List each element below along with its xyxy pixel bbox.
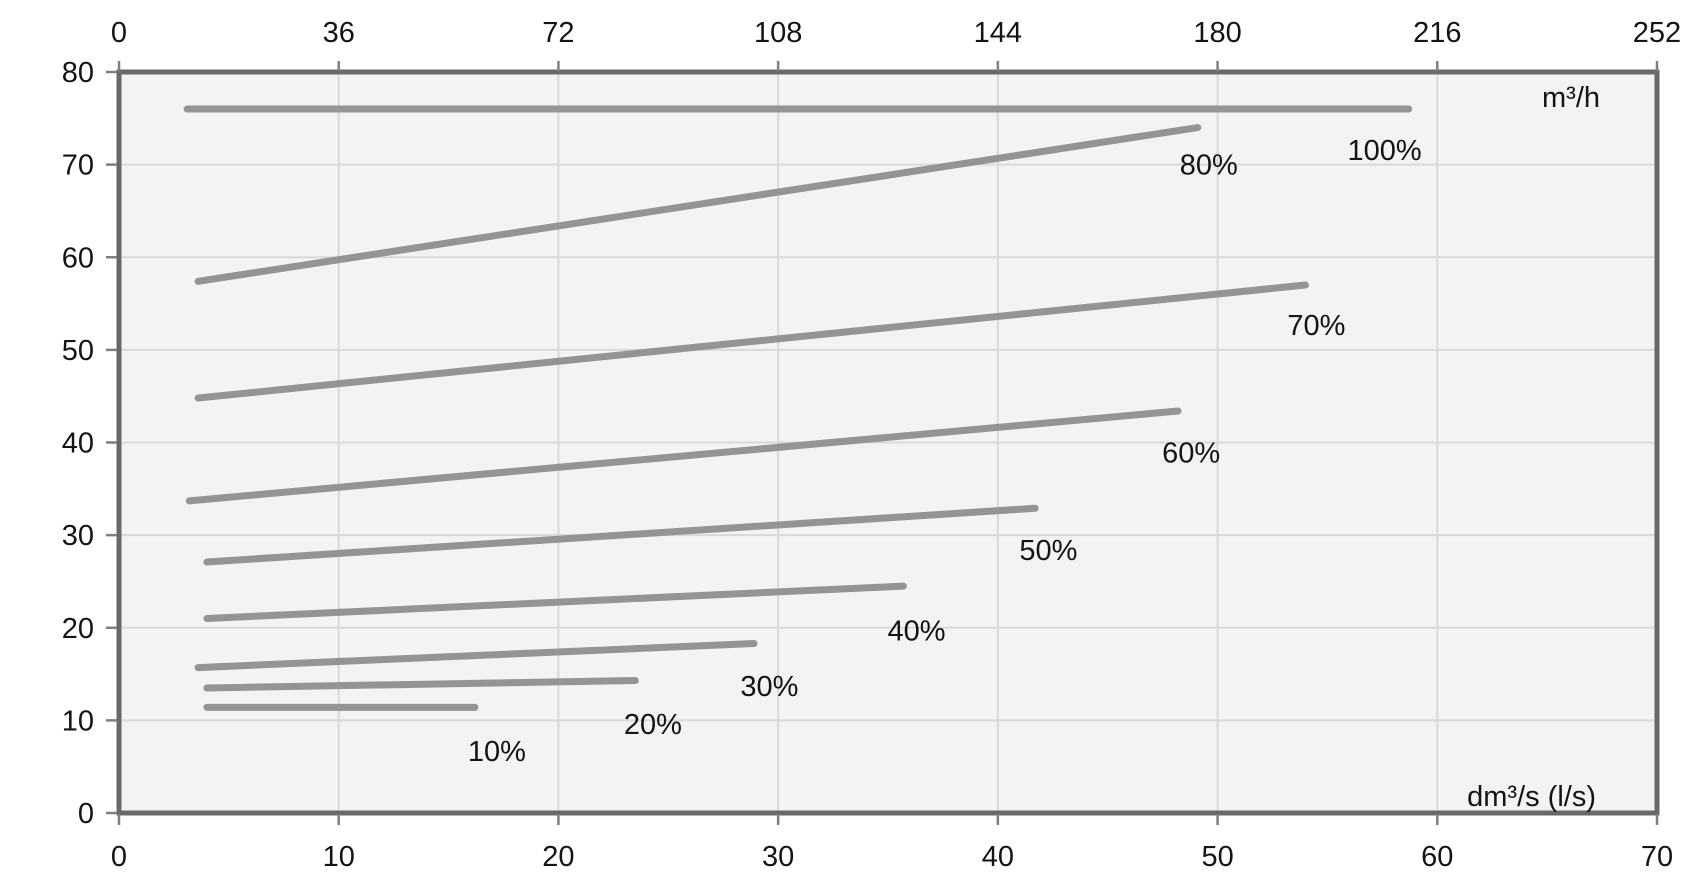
series-line-40pct [203, 582, 907, 622]
left-axis-tick-label-0: 0 [78, 798, 94, 830]
top-axis-tick-label-144: 144 [974, 17, 1022, 49]
top-axis-tick-label-108: 108 [754, 17, 802, 49]
top-axis-unit-label: m³/h [1542, 82, 1600, 114]
bottom-axis-tick-label-10: 10 [323, 841, 355, 873]
left-axis-tick-label-40: 40 [62, 428, 94, 460]
series-label-20pct: 20% [624, 709, 682, 741]
top-axis-tick-label-0: 0 [111, 17, 127, 49]
bottom-axis-tick-label-70: 70 [1641, 841, 1673, 873]
left-axis-tick-label-50: 50 [62, 335, 94, 367]
plot-border [116, 69, 1660, 816]
series-label-30pct: 30% [740, 671, 798, 703]
left-axis-tick-label-60: 60 [62, 242, 94, 274]
top-axis-tick-label-36: 36 [323, 17, 355, 49]
series-label-60pct: 60% [1162, 438, 1220, 470]
series-line-50pct [203, 504, 1039, 566]
left-axis-tick-label-70: 70 [62, 150, 94, 182]
left-axis-tick-label-80: 80 [62, 57, 94, 89]
top-axis-tick-label-252: 252 [1633, 17, 1681, 49]
series-line-80pct [194, 124, 1202, 285]
top-axis-tick-label-180: 180 [1193, 17, 1241, 49]
chart-root: 0 36 72 108 144 180 216 252 0 10 20 30 40 50 60 70 0 10 20… [62, 17, 1681, 873]
left-axis-tick-label-30: 30 [62, 520, 94, 552]
bottom-axis-tick-label-60: 60 [1421, 841, 1453, 873]
series-label-50pct: 50% [1019, 535, 1077, 567]
series-line-30pct [194, 639, 758, 672]
bottom-axis-unit-label: dm³/s (l/s) [1467, 781, 1596, 813]
series-label-70pct: 70% [1287, 310, 1345, 342]
bottom-axis-tick-label-50: 50 [1201, 841, 1233, 873]
top-axis-tick-label-72: 72 [542, 17, 574, 49]
series-label-80pct: 80% [1180, 150, 1238, 182]
bottom-axis-tick-label-20: 20 [542, 841, 574, 873]
series-line-60pct [185, 407, 1182, 505]
bottom-axis-tick-label-0: 0 [111, 841, 127, 873]
bottom-axis-tick-label-30: 30 [762, 841, 794, 873]
series-label-40pct: 40% [888, 616, 946, 648]
series-label-10pct: 10% [468, 736, 526, 768]
left-axis-tick-label-10: 10 [62, 705, 94, 737]
left-axis-tick-label-20: 20 [62, 613, 94, 645]
series-line-20pct [203, 677, 639, 692]
top-axis-tick-label-216: 216 [1413, 17, 1461, 49]
series-label-100pct: 100% [1347, 135, 1421, 167]
bottom-axis-tick-label-40: 40 [982, 841, 1014, 873]
series-line-70pct [194, 281, 1309, 402]
